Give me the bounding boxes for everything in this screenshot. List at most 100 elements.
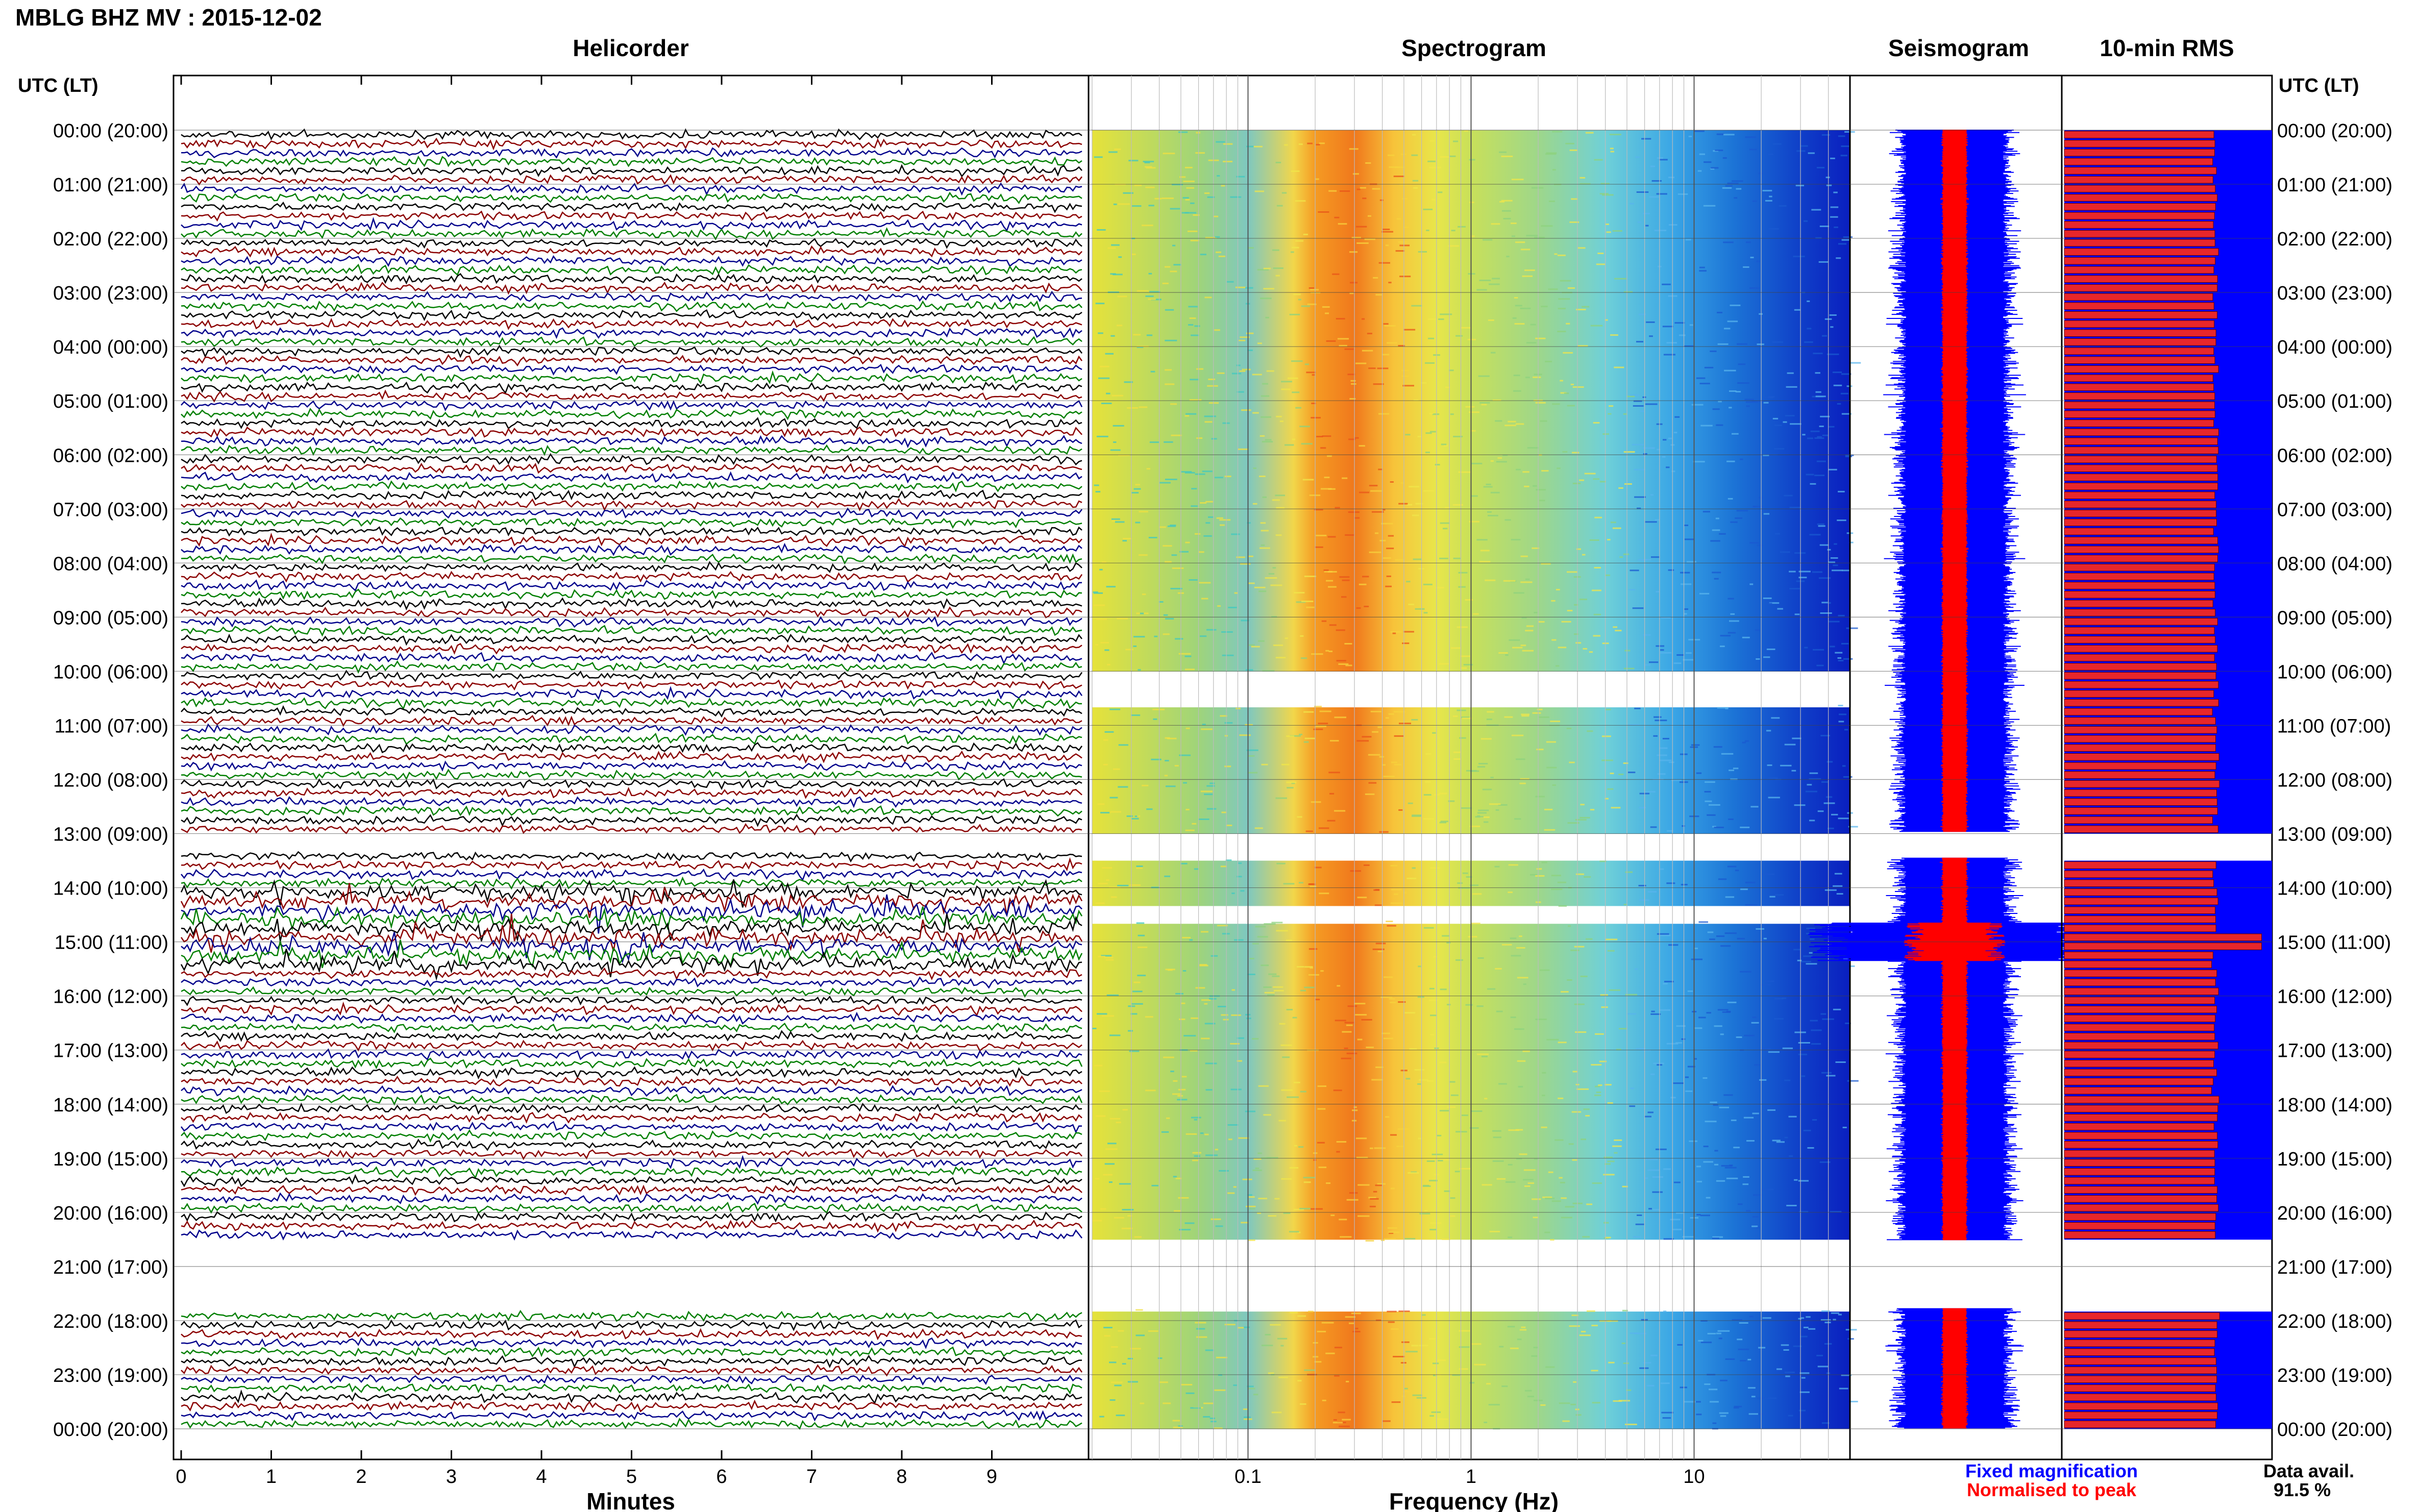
spectrogram-speckle: [1832, 371, 1842, 374]
spectrogram-speckle: [1326, 1182, 1331, 1184]
spectrogram-speckle: [1103, 1327, 1113, 1329]
spectrogram-speckle: [1768, 797, 1780, 799]
spectrogram-speckle: [1145, 295, 1154, 297]
spectrogram-speckle: [1599, 860, 1607, 862]
spectrogram-speckle: [1299, 733, 1302, 735]
helicorder-trace-row: [181, 571, 1083, 583]
spectrogram-speckle: [1552, 131, 1563, 133]
spectrogram-speckle: [1438, 1160, 1443, 1161]
spectrogram-speckle: [1668, 944, 1679, 946]
time-label-left: 03:00 (23:00): [53, 283, 168, 304]
rms-bar-normalised: [2064, 1132, 2218, 1140]
spectrogram-speckle: [1610, 522, 1616, 524]
spectrogram-speckle: [1714, 578, 1719, 580]
spectrogram-speckle: [1525, 1390, 1532, 1392]
spectrogram-speckle: [1806, 963, 1817, 965]
spectrogram-speckle: [1623, 1362, 1630, 1364]
spectrogram-speckle: [1114, 1217, 1124, 1219]
spectrogram-speckle: [1469, 159, 1475, 161]
rms-bar-normalised: [2064, 1086, 2212, 1095]
rms-bar-normalised: [2064, 1402, 2218, 1410]
spectrogram-speckle: [1700, 1214, 1710, 1217]
spectrogram-speckle: [1133, 488, 1141, 490]
spectrogram-speckle: [1240, 336, 1250, 338]
spectrogram-speckle: [1334, 716, 1346, 718]
helicorder-x-tick-label: 5: [626, 1466, 637, 1488]
spectrogram-speckle: [1579, 816, 1590, 819]
helicorder-trace-row: [181, 1001, 1082, 1017]
spectrogram-speckle: [1684, 1401, 1696, 1403]
spectrogram-speckle: [1714, 1150, 1718, 1152]
spectrogram-speckle: [1231, 989, 1235, 991]
helicorder-trace-row: [181, 526, 1082, 537]
spectrogram-speckle: [1253, 145, 1263, 147]
spectrogram-speckle: [1261, 964, 1269, 966]
spectrogram-speckle: [1180, 471, 1192, 473]
spectrogram-speckle: [1705, 1121, 1717, 1123]
spectrogram-speckle: [1206, 629, 1217, 631]
spectrogram-speckle: [1736, 510, 1748, 512]
spectrogram-speckle: [1786, 1205, 1797, 1206]
spectrogram-speckle: [1523, 1179, 1534, 1181]
spectrogram-speckle: [1540, 1404, 1546, 1406]
rms-bar-normalised: [2064, 302, 2214, 310]
spectrogram-speckle: [1255, 926, 1266, 928]
helicorder-x-tick-label: 2: [356, 1466, 366, 1488]
spectrogram-speckle: [1216, 517, 1223, 519]
spectrogram-speckle: [1282, 1056, 1290, 1058]
spectrogram-speckle: [1425, 362, 1435, 364]
spectrogram-speckle: [1440, 1110, 1449, 1112]
spectrogram-speckle: [1102, 867, 1113, 869]
spectrogram-speckle: [1737, 382, 1749, 384]
spectrogram-speckle: [1117, 617, 1128, 619]
spectrogram-speckle: [1186, 1133, 1197, 1135]
spectrogram-speckle: [1249, 958, 1254, 959]
spectrogram-speckle: [1780, 764, 1792, 766]
spectrogram-speckle: [1801, 1377, 1806, 1379]
spectrogram-speckle: [1316, 534, 1327, 536]
spectrogram-speckle: [1429, 999, 1438, 1001]
spectrogram-speckle: [1217, 175, 1220, 177]
spectrogram-speckle: [1531, 1355, 1538, 1357]
spectrogram-speckle: [1762, 190, 1772, 192]
spectrogram-speckle: [1339, 344, 1347, 346]
spectrogram-speckle: [1391, 888, 1402, 890]
spectrogram-speckle: [1614, 366, 1624, 368]
spectrogram-speckle: [1383, 1037, 1394, 1039]
spectrogram-speckle: [1213, 215, 1219, 217]
helicorder-trace-row: [181, 255, 1082, 267]
spectrogram-speckle: [1276, 507, 1285, 509]
spectrogram-speckle: [1830, 557, 1838, 559]
spectrogram-speckle: [1511, 955, 1521, 957]
spectrogram-speckle: [1514, 818, 1521, 820]
helicorder-trace-row: [181, 238, 1082, 249]
spectrogram-speckle: [1519, 782, 1526, 784]
spectrogram-speckle: [1765, 1050, 1769, 1052]
helicorder-trace-row: [181, 1211, 1082, 1223]
spectrogram-speckle: [1662, 1417, 1671, 1419]
spectrogram-speckle: [1519, 935, 1522, 937]
spectrogram-speckle: [1221, 185, 1225, 187]
spectrogram-speckle: [1107, 1143, 1117, 1145]
spectrogram-speckle: [1590, 325, 1603, 327]
spectrogram-speckle: [1140, 612, 1144, 614]
helicorder-trace-row: [181, 1011, 1082, 1025]
spectrogram-speckle: [1657, 933, 1669, 935]
time-label-right: 06:00 (02:00): [2277, 445, 2392, 466]
spectrogram-speckle: [1351, 383, 1356, 385]
spectrogram-speckle: [1388, 1321, 1395, 1323]
spectrogram-speckle: [1794, 613, 1800, 615]
spectrogram-speckle: [1662, 326, 1673, 328]
rms-bar-normalised: [2064, 915, 2216, 923]
spectrogram-speckle: [1657, 157, 1663, 159]
spectrogram-speckle: [1200, 635, 1207, 637]
rms-bar-normalised: [2064, 807, 2218, 815]
spectrogram-speckle: [1107, 247, 1116, 249]
spectrogram-speckle: [1095, 644, 1099, 646]
spectrogram-speckle: [1233, 1186, 1237, 1188]
spectrogram-speckle: [1487, 988, 1496, 990]
spectrogram-speckle: [1484, 821, 1489, 823]
helicorder-trace-row: [181, 1085, 1082, 1097]
spectrogram-speckle: [1275, 657, 1286, 659]
spectrogram-speckle: [1411, 719, 1418, 721]
